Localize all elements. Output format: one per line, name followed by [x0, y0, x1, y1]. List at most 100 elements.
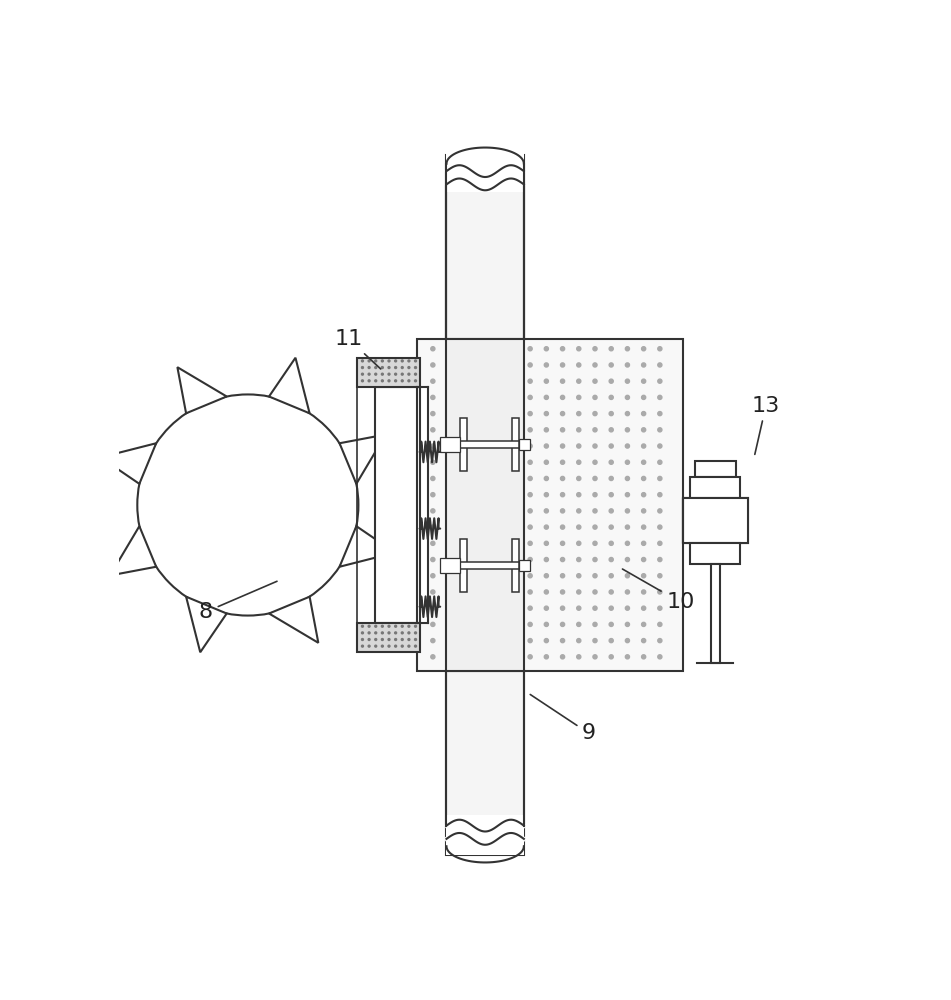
- Circle shape: [576, 476, 581, 481]
- Circle shape: [375, 639, 377, 640]
- Circle shape: [642, 363, 646, 367]
- Bar: [460, 418, 468, 471]
- Circle shape: [495, 428, 500, 432]
- Circle shape: [528, 590, 533, 594]
- Circle shape: [610, 639, 613, 643]
- Circle shape: [463, 557, 467, 562]
- Circle shape: [375, 625, 377, 627]
- Circle shape: [463, 379, 467, 383]
- Circle shape: [560, 395, 565, 399]
- Circle shape: [610, 557, 613, 562]
- Circle shape: [408, 625, 410, 627]
- Circle shape: [495, 606, 500, 610]
- Circle shape: [560, 606, 565, 610]
- Circle shape: [642, 590, 646, 594]
- Circle shape: [447, 493, 451, 497]
- Bar: [683, 498, 747, 543]
- Circle shape: [401, 367, 403, 369]
- Circle shape: [512, 639, 516, 643]
- Circle shape: [361, 639, 363, 640]
- Circle shape: [592, 428, 597, 432]
- Circle shape: [560, 557, 565, 562]
- Circle shape: [626, 444, 630, 448]
- Circle shape: [576, 363, 581, 367]
- Circle shape: [495, 639, 500, 643]
- Polygon shape: [186, 597, 226, 652]
- Bar: [519, 439, 530, 450]
- Polygon shape: [269, 597, 319, 643]
- Circle shape: [375, 632, 377, 634]
- Circle shape: [560, 574, 565, 578]
- Circle shape: [408, 360, 410, 362]
- Circle shape: [626, 525, 630, 529]
- Circle shape: [576, 379, 581, 383]
- Circle shape: [431, 412, 435, 416]
- Circle shape: [495, 444, 500, 448]
- Circle shape: [576, 639, 581, 643]
- Circle shape: [479, 606, 483, 610]
- Circle shape: [592, 476, 597, 481]
- Circle shape: [642, 493, 646, 497]
- Circle shape: [610, 347, 613, 351]
- Circle shape: [431, 444, 435, 448]
- Circle shape: [375, 367, 377, 369]
- Circle shape: [544, 476, 549, 481]
- Circle shape: [592, 347, 597, 351]
- Circle shape: [610, 525, 613, 529]
- Text: 11: 11: [335, 329, 380, 369]
- Circle shape: [447, 363, 451, 367]
- Bar: [460, 539, 468, 592]
- Circle shape: [544, 639, 549, 643]
- Circle shape: [512, 590, 516, 594]
- Circle shape: [658, 379, 662, 383]
- Circle shape: [528, 655, 533, 659]
- Circle shape: [447, 606, 451, 610]
- Circle shape: [395, 360, 397, 362]
- Circle shape: [592, 622, 597, 626]
- Circle shape: [592, 606, 597, 610]
- Bar: [710, 564, 720, 663]
- Circle shape: [479, 525, 483, 529]
- Circle shape: [642, 557, 646, 562]
- Circle shape: [401, 360, 403, 362]
- Circle shape: [576, 590, 581, 594]
- Circle shape: [463, 444, 467, 448]
- Polygon shape: [101, 443, 156, 484]
- Circle shape: [576, 395, 581, 399]
- Circle shape: [447, 476, 451, 481]
- Circle shape: [626, 412, 630, 416]
- Circle shape: [368, 380, 370, 382]
- Circle shape: [512, 493, 516, 497]
- Circle shape: [560, 347, 565, 351]
- Circle shape: [431, 622, 435, 626]
- Circle shape: [610, 622, 613, 626]
- Circle shape: [431, 509, 435, 513]
- Circle shape: [495, 509, 500, 513]
- Circle shape: [463, 655, 467, 659]
- Circle shape: [658, 655, 662, 659]
- Circle shape: [431, 574, 435, 578]
- Circle shape: [381, 380, 383, 382]
- Circle shape: [592, 639, 597, 643]
- Circle shape: [544, 460, 549, 464]
- Circle shape: [408, 367, 410, 369]
- Circle shape: [463, 476, 467, 481]
- Circle shape: [395, 639, 397, 640]
- Circle shape: [512, 460, 516, 464]
- Circle shape: [368, 645, 370, 647]
- Circle shape: [447, 395, 451, 399]
- Circle shape: [447, 622, 451, 626]
- Circle shape: [463, 460, 467, 464]
- Circle shape: [528, 557, 533, 562]
- Circle shape: [592, 509, 597, 513]
- Circle shape: [375, 645, 377, 647]
- Circle shape: [610, 509, 613, 513]
- Circle shape: [401, 632, 403, 634]
- Circle shape: [361, 367, 363, 369]
- Circle shape: [592, 412, 597, 416]
- Circle shape: [415, 645, 417, 647]
- Circle shape: [368, 373, 370, 375]
- Circle shape: [463, 347, 467, 351]
- Circle shape: [658, 525, 662, 529]
- Circle shape: [610, 476, 613, 481]
